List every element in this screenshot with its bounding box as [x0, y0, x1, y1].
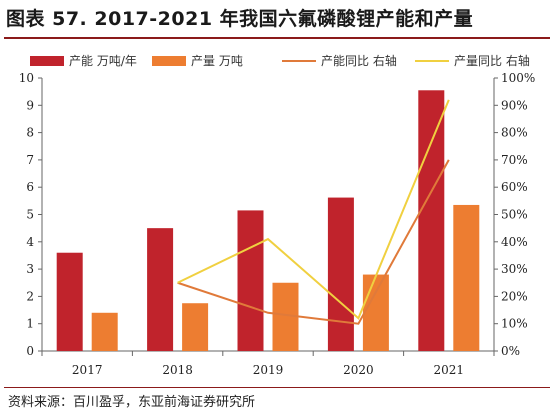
y-left-tick-label: 4: [26, 235, 34, 249]
y-right-tick-label: 50%: [501, 208, 528, 222]
capacity-bar: [56, 252, 83, 351]
y-right-tick-label: 70%: [501, 153, 528, 167]
legend: 产能 万吨/年 产量 万吨 产能同比 右轴 产量同比 右轴: [30, 53, 530, 68]
y-left-tick-label: 1: [26, 317, 34, 331]
capacity-bar: [237, 210, 264, 351]
legend-label: 产量同比 右轴: [454, 53, 530, 68]
output-bar: [453, 204, 480, 351]
y-right-tick-label: 80%: [501, 126, 528, 140]
y-left-tick-label: 8: [26, 126, 34, 140]
x-tick-label: 2020: [343, 363, 374, 377]
bars: [56, 90, 480, 351]
y-left-tick-label: 7: [26, 153, 34, 167]
chart: 产能 万吨/年 产量 万吨 产能同比 右轴 产量同比 右轴 0123456789100…: [19, 53, 536, 377]
legend-label: 产能同比 右轴: [321, 53, 397, 68]
y-left-tick-label: 3: [26, 262, 34, 276]
legend-label: 产能 万吨/年: [69, 54, 137, 68]
y-right-tick-label: 0%: [501, 344, 520, 358]
output-yoy-line: [177, 99, 450, 320]
y-right-tick-label: 60%: [501, 180, 528, 194]
y-right-tick-label: 100%: [501, 71, 535, 85]
y-right-tick-label: 90%: [501, 98, 528, 112]
lines: [177, 99, 450, 325]
y-right-tick-label: 30%: [501, 262, 528, 276]
source-note: 资料来源：百川盈孚，东亚前海证券研究所: [8, 395, 256, 410]
output-bar: [182, 303, 209, 351]
legend-swatch: [152, 56, 186, 66]
capacity-bar: [418, 90, 445, 351]
y-right-tick-label: 20%: [501, 289, 528, 303]
capacity-yoy-line: [177, 159, 450, 325]
y-left-tick-label: 2: [26, 289, 34, 303]
output-bar: [362, 274, 389, 351]
axes: 0123456789100%10%20%30%40%50%60%70%80%90…: [19, 71, 536, 377]
y-left-tick-label: 6: [26, 180, 34, 194]
x-tick-label: 2018: [162, 363, 193, 377]
source-rule: [4, 387, 550, 388]
y-left-tick-label: 10: [19, 71, 34, 85]
capacity-bar: [327, 197, 354, 351]
x-tick-label: 2021: [434, 363, 465, 377]
title-rule: [4, 37, 550, 39]
legend-label: 产量 万吨: [191, 54, 243, 68]
figure-title: 图表 57. 2017-2021 年我国六氟磷酸锂产能和产量: [6, 8, 474, 30]
y-right-tick-label: 40%: [501, 235, 528, 249]
output-bar: [91, 312, 118, 351]
x-tick-label: 2017: [72, 363, 103, 377]
y-left-tick-label: 9: [26, 98, 34, 112]
y-left-tick-label: 0: [26, 344, 34, 358]
y-left-tick-label: 5: [26, 208, 34, 222]
legend-swatch: [30, 56, 64, 66]
x-tick-label: 2019: [253, 363, 284, 377]
capacity-bar: [147, 228, 174, 351]
y-right-tick-label: 10%: [501, 317, 528, 331]
